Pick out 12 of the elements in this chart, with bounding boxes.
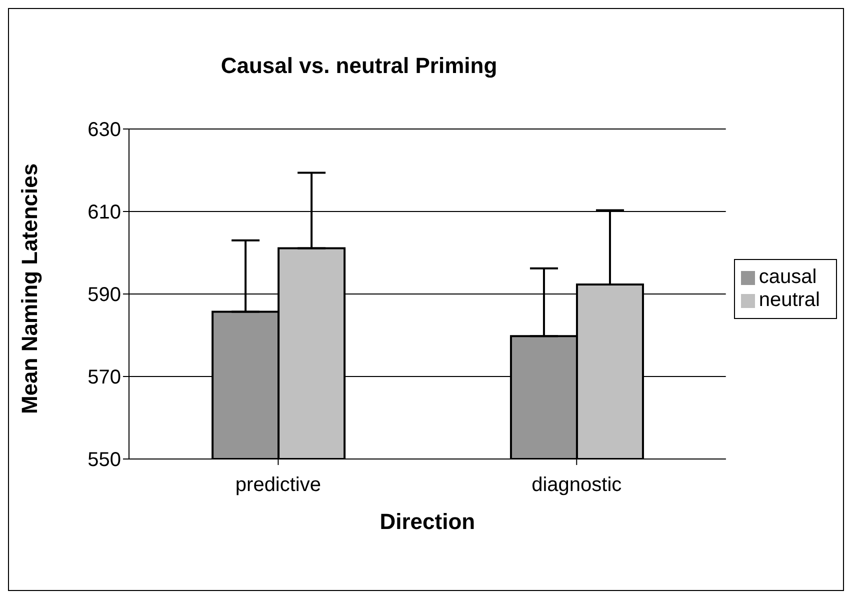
y-tick-label: 570 xyxy=(88,366,121,389)
legend-label: neutral xyxy=(758,289,820,311)
y-tick-label: 630 xyxy=(88,119,121,142)
y-axis-title: Mean Naming Latencies xyxy=(16,163,42,414)
x-tick-label: predictive xyxy=(235,474,322,496)
legend-label: causal xyxy=(758,266,817,288)
y-tick-label: 590 xyxy=(88,284,121,306)
x-axis-title: Direction xyxy=(380,509,476,534)
chart-title: Causal vs. neutral Priming xyxy=(220,53,498,79)
y-tick-label: 610 xyxy=(88,202,121,224)
y-tick-label: 550 xyxy=(88,449,121,472)
x-tick-label: diagnostic xyxy=(532,474,622,496)
